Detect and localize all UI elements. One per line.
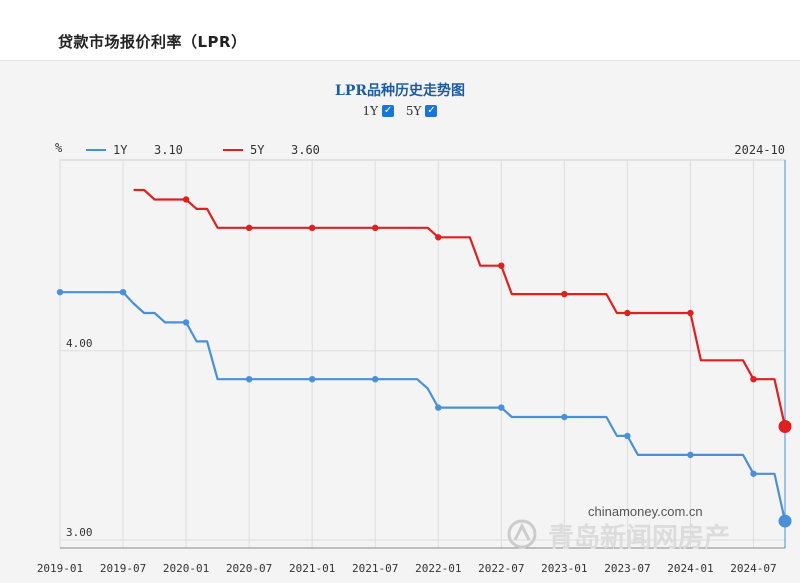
data-point-5y [498,262,505,269]
data-point-5y [182,196,190,203]
data-point-1y [372,375,379,383]
data-point-5y [624,309,631,317]
chart-title: LPR品种历史走势图 [334,83,465,99]
data-point-1y [119,288,127,296]
data-point-1y [435,404,442,411]
page-header: 贷款市场报价利率（LPR） [0,0,800,61]
data-point-1y [182,319,190,326]
x-tick-label: 2022-07 [478,562,524,575]
y-tick-label: 3.00 [66,526,93,539]
data-point-5y [372,224,379,232]
series-line-5y [133,188,787,427]
checkbox-1y-checked-icon[interactable]: ✓ [382,105,395,117]
x-tick-label: 2023-01 [541,562,587,575]
y-tick-label: 4.00 [66,337,93,350]
data-point-5y [750,375,757,383]
x-tick-label: 2020-07 [226,562,272,575]
series-toggles: 1Y ✓ 5Y ✓ [0,104,800,118]
toggle-1y-label: 1Y [362,104,379,118]
legend-value-1y: 3.10 [154,143,183,157]
data-point-5y [687,309,694,317]
x-tick-label: 2023-07 [604,562,650,575]
x-tick-label: 2021-07 [352,562,398,575]
x-tick-label: 2024-01 [667,562,713,575]
page-title: 贷款市场报价利率（LPR） [58,33,247,51]
x-tick-label: 2020-01 [163,562,209,575]
toggle-5y-label: 5Y [405,104,422,118]
y-unit-label: % [55,141,63,155]
data-point-1y [687,451,694,459]
legend-name-5y: 5Y [250,143,265,157]
x-tick-label: 2019-01 [37,562,83,575]
latest-point-5y [778,419,792,433]
data-point-1y [308,375,316,383]
legend-name-1y: 1Y [113,143,128,157]
x-tick-label: 2021-01 [289,562,335,575]
data-point-1y [56,288,64,296]
x-tick-label: 2019-07 [100,562,146,575]
watermark-logo-icon [507,519,537,549]
data-point-1y [624,432,631,440]
data-point-1y [498,404,505,411]
data-point-5y [561,290,568,298]
x-tick-label: 2024-07 [730,562,776,575]
data-point-1y [750,470,757,477]
data-point-5y [435,234,442,241]
checkbox-5y-checked-icon[interactable]: ✓ [425,105,438,117]
data-point-1y [245,375,253,383]
x-tick-label: 2022-01 [415,562,461,575]
data-point-5y [245,224,253,232]
watermark-site-text: 青岛新闻网房产 [548,522,730,553]
toggle-1y[interactable]: 1Y ✓ [363,104,395,118]
toggle-5y[interactable]: 5Y ✓ [406,104,438,118]
plot-area [59,159,786,549]
latest-point-1y [778,514,792,528]
latest-date-label: 2024-10 [734,143,785,157]
watermark-text: chinamoney.com.cn [588,504,703,519]
data-point-5y [308,224,316,232]
legend-value-5y: 3.60 [291,143,320,157]
series-line-1y [60,291,787,522]
data-point-1y [561,413,568,421]
